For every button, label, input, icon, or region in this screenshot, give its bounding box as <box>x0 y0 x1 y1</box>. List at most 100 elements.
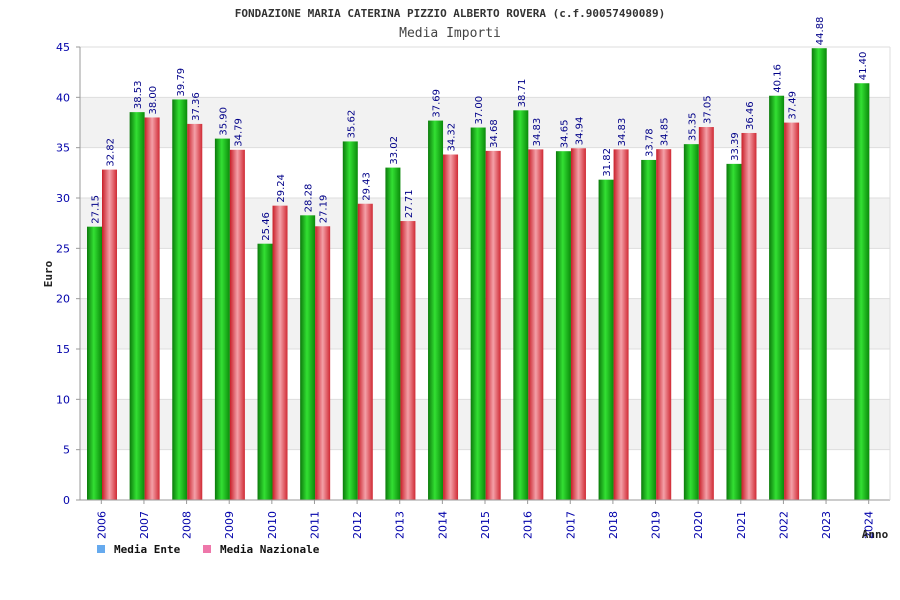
value-label-media-nazionale-2017: 34.94 <box>574 117 585 146</box>
bar-media-nazionale-2018 <box>613 149 629 501</box>
bar-media-ente-2020 <box>683 144 699 501</box>
bar-media-nazionale-2007 <box>144 117 160 500</box>
x-tick-label-2022: 2022 <box>777 511 790 539</box>
legend-swatch-media-ente <box>97 545 105 553</box>
value-label-media-nazionale-2014: 34.32 <box>447 123 458 152</box>
value-label-media-nazionale-2016: 34.83 <box>532 118 543 147</box>
value-label-media-nazionale-2010: 29.24 <box>276 174 287 203</box>
value-label-media-nazionale-2013: 27.71 <box>404 189 415 218</box>
value-label-media-nazionale-2020: 37.05 <box>702 95 713 124</box>
legend: Media Ente Media Nazionale <box>97 543 320 556</box>
x-tick-label-2012: 2012 <box>351 511 364 539</box>
value-label-media-nazionale-2006: 32.82 <box>106 138 117 167</box>
value-label-media-ente-2023: 44.88 <box>815 17 826 46</box>
bar-media-ente-2015 <box>470 127 486 501</box>
value-label-media-ente-2018: 31.82 <box>602 148 613 177</box>
value-label-media-ente-2020: 35.35 <box>687 113 698 142</box>
bar-media-nazionale-2010 <box>272 205 288 500</box>
value-label-media-ente-2010: 25.46 <box>261 212 272 241</box>
y-tick-label-0: 0 <box>63 494 70 507</box>
value-label-media-nazionale-2009: 34.79 <box>233 118 244 147</box>
bar-media-nazionale-2011 <box>315 226 331 500</box>
bar-media-nazionale-2017 <box>570 148 586 500</box>
x-tick-label-2024: 2024 <box>863 511 876 539</box>
value-label-media-ente-2009: 35.90 <box>218 107 229 136</box>
bar-media-ente-2021 <box>726 163 742 500</box>
x-tick-labels: 2006 2007 2008 2009 2010 2011 2012 2013 2014 2015… <box>95 500 876 539</box>
y-tick-labels: 0 5 10 15 20 25 30 35 40 45 <box>56 41 80 507</box>
value-label-media-ente-2024: 41.40 <box>858 52 869 81</box>
bar-media-nazionale-2021 <box>741 132 757 500</box>
value-label-media-ente-2011: 28.28 <box>304 184 315 213</box>
bar-media-ente-2017 <box>555 151 571 500</box>
bar-media-nazionale-2019 <box>656 149 672 500</box>
bar-media-ente-2013 <box>385 167 401 500</box>
value-label-media-ente-2021: 33.39 <box>730 132 741 161</box>
bar-media-ente-2011 <box>300 215 316 500</box>
value-label-media-nazionale-2019: 34.85 <box>660 118 671 147</box>
bar-media-nazionale-2014 <box>443 154 459 500</box>
y-tick-label-40: 40 <box>56 91 70 104</box>
x-tick-label-2017: 2017 <box>564 511 577 539</box>
x-tick-label-2021: 2021 <box>735 511 748 539</box>
y-tick-label-35: 35 <box>56 142 70 155</box>
y-axis-title: Euro <box>42 260 55 287</box>
bar-media-ente-2012 <box>342 141 358 500</box>
bar-media-ente-2022 <box>769 95 785 501</box>
chart-subtitle: Media Importi <box>399 26 501 41</box>
bar-media-ente-2019 <box>641 159 657 500</box>
x-tick-label-2009: 2009 <box>223 511 236 539</box>
value-label-media-ente-2014: 37.69 <box>432 89 443 118</box>
legend-swatch-media-nazionale <box>203 545 211 553</box>
x-axis-title: Anno <box>862 528 889 541</box>
value-label-media-nazionale-2008: 37.36 <box>191 92 202 121</box>
value-label-media-nazionale-2022: 37.49 <box>788 91 799 120</box>
value-label-media-ente-2012: 35.62 <box>346 110 357 139</box>
bar-media-nazionale-2006 <box>102 169 117 500</box>
value-label-media-nazionale-2012: 29.43 <box>361 172 372 201</box>
y-tick-label-5: 5 <box>63 444 70 457</box>
bar-media-ente-2008 <box>172 99 188 501</box>
bars <box>87 48 870 501</box>
value-label-media-ente-2019: 33.78 <box>645 128 656 157</box>
bar-media-nazionale-2020 <box>698 127 714 500</box>
bar-media-nazionale-2013 <box>400 221 416 500</box>
value-label-media-ente-2016: 38.71 <box>517 79 528 108</box>
value-label-media-nazionale-2015: 34.68 <box>489 119 500 148</box>
bar-media-ente-2010 <box>257 243 273 500</box>
x-tick-label-2014: 2014 <box>436 511 449 539</box>
x-tick-label-2011: 2011 <box>308 511 321 539</box>
bar-media-ente-2009 <box>214 138 230 500</box>
legend-label-media-ente: Media Ente <box>114 543 181 556</box>
value-label-media-nazionale-2018: 34.83 <box>617 118 628 147</box>
y-tick-label-10: 10 <box>56 393 70 406</box>
y-tick-label-25: 25 <box>56 242 70 255</box>
value-label-media-nazionale-2021: 36.46 <box>745 101 756 130</box>
value-label-media-nazionale-2011: 27.19 <box>319 195 330 224</box>
x-tick-label-2010: 2010 <box>266 511 279 539</box>
x-tick-label-2015: 2015 <box>479 511 492 539</box>
bar-media-nazionale-2008 <box>187 123 203 500</box>
bar-media-ente-2018 <box>598 179 614 501</box>
value-label-media-ente-2008: 39.79 <box>176 68 187 97</box>
bar-media-nazionale-2012 <box>357 203 373 500</box>
x-tick-label-2020: 2020 <box>692 511 705 539</box>
x-tick-label-2023: 2023 <box>820 511 833 539</box>
value-label-media-ente-2015: 37.00 <box>474 96 485 125</box>
bar-media-ente-2024 <box>854 83 870 501</box>
x-tick-label-2019: 2019 <box>650 511 663 539</box>
x-tick-label-2007: 2007 <box>138 511 151 539</box>
bar-media-nazionale-2016 <box>528 149 544 501</box>
x-tick-label-2006: 2006 <box>95 511 108 539</box>
bar-media-ente-2006 <box>87 226 102 500</box>
x-tick-label-2016: 2016 <box>522 511 535 539</box>
bar-media-ente-2016 <box>513 110 529 500</box>
x-tick-label-2008: 2008 <box>181 511 194 539</box>
y-tick-label-15: 15 <box>56 343 70 356</box>
value-label-media-ente-2022: 40.16 <box>773 64 784 93</box>
value-label-media-nazionale-2007: 38.00 <box>148 86 159 115</box>
value-label-media-ente-2017: 34.65 <box>559 120 570 149</box>
bar-media-ente-2007 <box>129 112 145 500</box>
value-label-media-ente-2007: 38.53 <box>133 80 144 109</box>
